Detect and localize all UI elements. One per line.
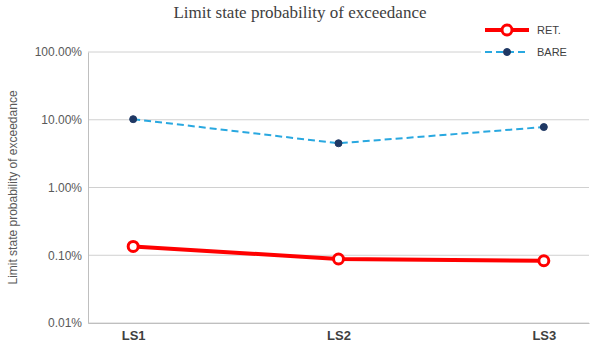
y-tick-label: 0.10% bbox=[48, 249, 82, 263]
series-marker bbox=[334, 254, 344, 264]
y-axis-line bbox=[88, 53, 89, 324]
x-tick-label: LS3 bbox=[532, 328, 556, 343]
series-marker bbox=[539, 256, 549, 266]
x-tick: LS1 bbox=[122, 323, 146, 343]
series-marker bbox=[335, 140, 342, 147]
grid-line bbox=[88, 119, 589, 120]
y-axis: 0.01% 0.10% 1.00% 10.00% 100.00% bbox=[35, 45, 89, 330]
y-tick-label: 10.00% bbox=[41, 113, 82, 127]
legend-label: RET. bbox=[537, 24, 561, 36]
y-tick: 1.00% bbox=[48, 181, 88, 195]
y-tick: 0.10% bbox=[48, 249, 88, 263]
y-tick-label: 0.01% bbox=[48, 316, 82, 330]
y-tick-label: 100.00% bbox=[35, 45, 83, 59]
legend-marker bbox=[502, 25, 512, 35]
x-axis-line bbox=[89, 323, 590, 324]
legend-background bbox=[481, 20, 597, 62]
series-marker bbox=[540, 124, 547, 131]
legend-marker bbox=[504, 49, 511, 56]
grid-line bbox=[88, 52, 589, 53]
grid bbox=[88, 52, 589, 323]
plot-area bbox=[128, 116, 549, 266]
y-tick-label: 1.00% bbox=[48, 181, 82, 195]
legend: RET. BARE bbox=[481, 20, 597, 62]
x-axis: LS1 LS2 LS3 bbox=[89, 323, 590, 343]
y-tick: 10.00% bbox=[41, 113, 88, 127]
chart: 0.01% 0.10% 1.00% 10.00% 100.00% LS1 LS2 LS3 Lim… bbox=[0, 0, 603, 349]
y-tick: 0.01% bbox=[48, 316, 88, 330]
series-marker bbox=[128, 241, 138, 251]
y-tick: 100.00% bbox=[35, 45, 88, 59]
x-tick-label: LS1 bbox=[122, 328, 146, 343]
x-tick-label: LS2 bbox=[327, 328, 351, 343]
grid-line bbox=[88, 187, 589, 188]
y-axis-title: Limit state probability of exceedance bbox=[6, 90, 20, 284]
title: Limit state probability of exceedance bbox=[173, 3, 426, 22]
x-tick: LS3 bbox=[532, 323, 556, 343]
x-tick: LS2 bbox=[327, 323, 351, 343]
series-marker bbox=[130, 116, 137, 123]
grid-line bbox=[88, 323, 589, 324]
legend-label: BARE bbox=[537, 46, 567, 58]
